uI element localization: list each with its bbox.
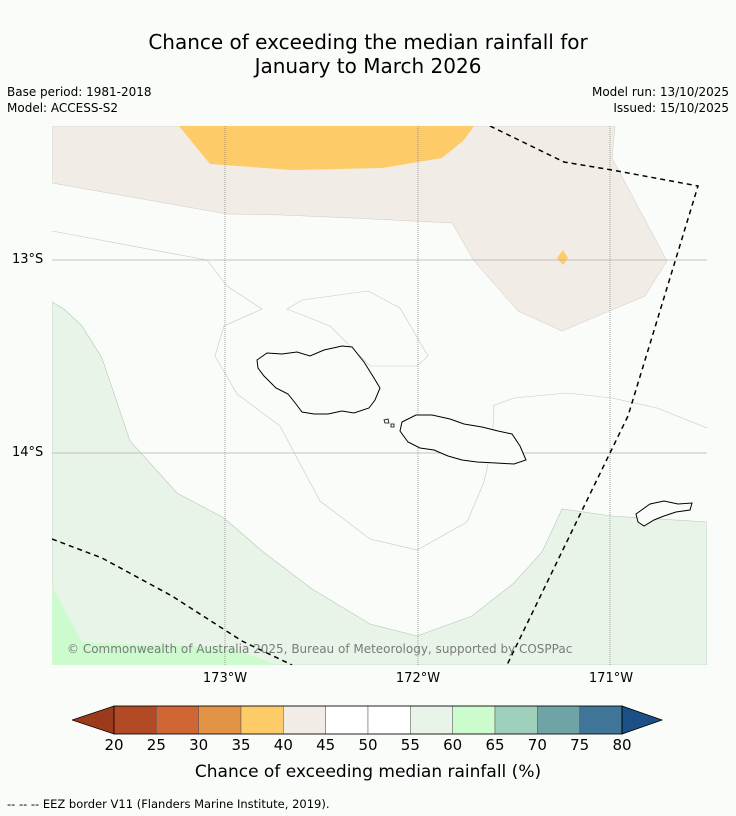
region-60-65 bbox=[52, 586, 277, 665]
colorbar-tick-label: 40 bbox=[273, 736, 293, 754]
title-line-1: Chance of exceeding the median rainfall … bbox=[148, 30, 588, 54]
island-upolu bbox=[399, 414, 527, 465]
eez-border bbox=[489, 126, 699, 665]
lat-label-13s: 13°S bbox=[12, 252, 44, 267]
lon-label-171w: 171°W bbox=[588, 671, 634, 686]
colorbar-segment bbox=[494, 705, 538, 735]
model-run: Model run: 13/10/2025 bbox=[591, 85, 729, 99]
colorbar-tick-label: 45 bbox=[316, 736, 336, 754]
colorbar-segment bbox=[452, 705, 496, 735]
colorbar-tick-label: 55 bbox=[400, 736, 420, 754]
contour-line bbox=[286, 290, 429, 367]
colorbar-tick-label: 50 bbox=[358, 736, 378, 754]
orange-spot bbox=[557, 250, 568, 265]
island-manono bbox=[383, 418, 390, 424]
colorbar-segment bbox=[198, 705, 242, 735]
colorbar-segment bbox=[325, 705, 369, 735]
colorbar-tick-label: 70 bbox=[527, 736, 547, 754]
colorbar-tick-label: 35 bbox=[231, 736, 251, 754]
colorbar-segment bbox=[283, 705, 326, 735]
rainfall-map bbox=[52, 126, 707, 665]
colorbar bbox=[72, 705, 664, 735]
contour-line bbox=[52, 230, 495, 551]
colorbar-tick-label: 25 bbox=[146, 736, 166, 754]
region-35-40 bbox=[179, 126, 474, 170]
colorbar-segment bbox=[410, 705, 453, 735]
colorbar-tick-label: 30 bbox=[189, 736, 209, 754]
colorbar-segment bbox=[367, 705, 411, 735]
map-title: Chance of exceeding the median rainfall … bbox=[0, 30, 736, 78]
eez-border bbox=[52, 538, 293, 665]
region-55-60-south bbox=[52, 301, 707, 665]
colorbar-segment bbox=[240, 705, 284, 735]
colorbar-tick-label: 80 bbox=[612, 736, 632, 754]
eez-legend: -- -- -- EEZ border V11 (Flanders Marine… bbox=[7, 797, 330, 811]
colorbar-max-arrow bbox=[621, 705, 664, 735]
contour-line bbox=[491, 392, 707, 429]
island-apolima bbox=[390, 423, 395, 428]
colorbar-tick-label: 60 bbox=[443, 736, 463, 754]
lat-label-14s: 14°S bbox=[12, 445, 44, 460]
colorbar-segment bbox=[537, 705, 580, 735]
title-line-2: January to March 2026 bbox=[254, 54, 482, 78]
model-name: Model: ACCESS-S2 bbox=[7, 101, 119, 115]
colorbar-min-arrow bbox=[72, 705, 115, 735]
meta-left: Base period: 1981-2018 Model: ACCESS-S2 bbox=[7, 84, 152, 116]
base-period: Base period: 1981-2018 bbox=[7, 85, 152, 99]
issued-date: Issued: 15/10/2025 bbox=[613, 101, 729, 115]
lon-label-173w: 173°W bbox=[202, 671, 248, 686]
region-45-north bbox=[52, 126, 668, 332]
lon-label-172w: 172°W bbox=[395, 671, 441, 686]
colorbar-segment bbox=[579, 705, 623, 735]
colorbar-tick-label: 65 bbox=[485, 736, 505, 754]
colorbar-label: Chance of exceeding median rainfall (%) bbox=[194, 762, 542, 782]
colorbar-outline bbox=[113, 705, 623, 735]
island-savaii bbox=[256, 345, 381, 415]
colorbar-segment bbox=[156, 705, 199, 735]
colorbar-tick-label: 75 bbox=[570, 736, 590, 754]
copyright-notice: © Commonwealth of Australia 2025, Bureau… bbox=[67, 642, 573, 656]
colorbar-segment bbox=[113, 705, 157, 735]
colorbar-tick-label: 20 bbox=[104, 736, 124, 754]
island-tutuila bbox=[635, 500, 693, 527]
meta-right: Model run: 13/10/2025 Issued: 15/10/2025 bbox=[592, 84, 729, 116]
